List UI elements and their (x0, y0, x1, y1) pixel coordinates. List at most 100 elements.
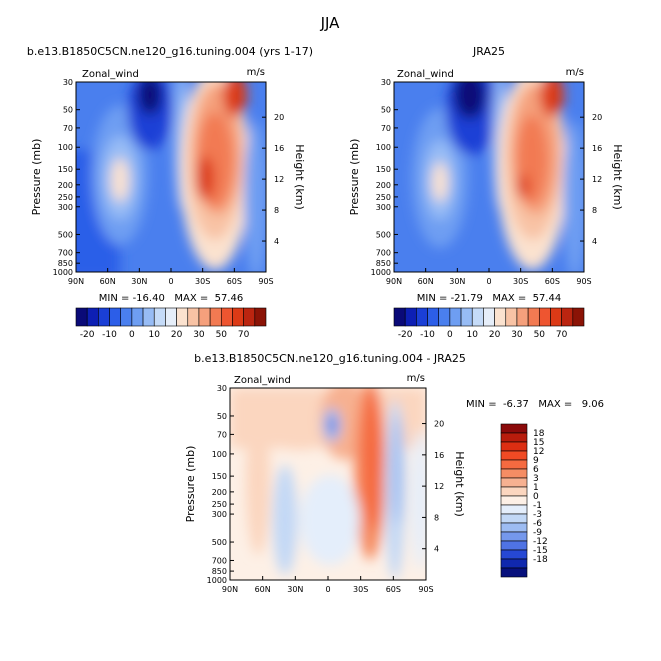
colorbar-swatch (572, 307, 585, 327)
x-tick-label: 0 (486, 277, 491, 286)
y-tick-label: 1000 (371, 268, 391, 277)
colorbar-swatch (483, 307, 495, 327)
colorbar-swatch (176, 307, 189, 327)
x-tick-label: 30S (353, 585, 368, 594)
colorbar-swatch (500, 522, 528, 533)
colorbar-label: 1 (533, 483, 539, 493)
colorbar-swatch (500, 486, 528, 497)
colorbar: -20 -10 0 10 20 30 50 70 (393, 307, 585, 340)
colorbar-swatch (165, 307, 177, 327)
colorbar-swatch (516, 307, 529, 327)
y-tick-label: 70 (217, 430, 227, 439)
x-tick-label: 60S (386, 585, 401, 594)
colorbar-label: -15 (533, 546, 548, 556)
colorbar-swatch (449, 307, 462, 327)
variable-label: Zonal_wind (82, 69, 139, 80)
y-tick-label: 30 (217, 384, 227, 393)
colorbar-label: 20 (489, 330, 501, 340)
y-tick-label: 700 (376, 249, 391, 258)
y-axis-title-right: Height (km) (453, 451, 466, 517)
colorbar-swatch (109, 307, 122, 327)
panel-title: b.e13.B1850C5CN.ne120_g16.tuning.004 (yr… (27, 45, 313, 58)
x-tick-label: 60N (418, 277, 434, 286)
y-axis-title-right: Height (km) (611, 144, 624, 210)
colorbar-swatch (120, 307, 133, 327)
colorbar-swatch (404, 307, 417, 327)
colorbar-swatch (494, 307, 507, 327)
colorbar-label: -10 (420, 330, 435, 340)
colorbar-swatch (500, 540, 528, 551)
y-tick-label: 150 (58, 165, 73, 174)
colorbar-label: -18 (533, 555, 548, 565)
colorbar-swatch (471, 307, 484, 327)
y-tick-label: 30 (381, 78, 391, 87)
colorbar-swatch (500, 495, 528, 506)
colorbar-label: 10 (149, 330, 161, 340)
x-tick-label: 0 (168, 277, 173, 286)
colorbar-swatch (393, 307, 406, 327)
colorbar-swatch (142, 307, 155, 327)
y-right-tick-label: 8 (592, 206, 597, 215)
colorbar-swatch (505, 307, 518, 327)
x-tick-label: 60S (545, 277, 560, 286)
y-tick-label: 500 (376, 230, 391, 239)
colorbar-swatch (561, 307, 574, 327)
x-tick-label: 90S (576, 277, 591, 286)
x-tick-label: 0 (325, 585, 330, 594)
y-tick-label: 70 (381, 124, 391, 133)
colorbar-label: 70 (556, 330, 568, 340)
colorbar-swatch (131, 307, 144, 327)
colorbar-swatch (500, 504, 528, 515)
colorbar-label: -9 (533, 528, 542, 538)
panel-reanalysis: JRA25 Zonal_wind m/s 90N 60N 30N 0 30S (348, 45, 624, 340)
x-tick-label: 30S (513, 277, 528, 286)
y-tick-label: 30 (63, 78, 73, 87)
colorbar-label: 20 (171, 330, 183, 340)
min-max-stats: MIN = -16.40 MAX = 57.46 (99, 293, 243, 304)
y-tick-label: 250 (376, 193, 391, 202)
colorbar-swatch (232, 307, 244, 327)
y-tick-label: 1000 (207, 576, 227, 585)
colorbar-label: 3 (533, 474, 539, 484)
y-right-tick-label: 4 (274, 237, 279, 246)
y-tick-label: 250 (58, 193, 73, 202)
min-max-stats: MIN = -21.79 MAX = 57.44 (417, 293, 561, 304)
x-tick-label: 30N (449, 277, 465, 286)
y-tick-label: 700 (58, 249, 73, 258)
y-tick-label: 850 (212, 567, 227, 576)
x-tick-label: 90N (222, 585, 238, 594)
y-right-tick-label: 8 (274, 206, 279, 215)
x-tick-label: 90N (68, 277, 84, 286)
y-right-tick-label: 12 (274, 175, 284, 184)
x-tick-label: 60S (227, 277, 242, 286)
colorbar-label: -3 (533, 510, 542, 520)
y-tick-label: 200 (212, 488, 227, 497)
colorbar-swatch (460, 307, 473, 327)
y-tick-label: 250 (212, 500, 227, 509)
y-right-tick-label: 20 (274, 113, 284, 122)
figure-title: JJA (320, 14, 341, 32)
y-tick-label: 850 (376, 259, 391, 268)
colorbar-swatch (500, 468, 528, 479)
colorbar-label: 9 (533, 456, 539, 466)
contour-field (394, 82, 584, 272)
colorbar-label: 12 (533, 447, 544, 457)
colorbar-label: -20 (398, 330, 413, 340)
units-label: m/s (407, 373, 425, 384)
x-tick-label: 60N (255, 585, 271, 594)
colorbar-swatch (500, 513, 528, 524)
panel-model: b.e13.B1850C5CN.ne120_g16.tuning.004 (yr… (27, 45, 313, 340)
x-tick-label: 90S (418, 585, 433, 594)
colorbar-swatch (243, 307, 256, 327)
colorbar-swatch (500, 423, 528, 434)
colorbar-swatch (416, 307, 428, 327)
colorbar-label: -12 (533, 537, 548, 547)
y-right-tick-label: 4 (592, 237, 597, 246)
colorbar-swatch (153, 307, 166, 327)
colorbar-label: 30 (193, 330, 205, 340)
colorbar-swatch (86, 307, 99, 327)
y-tick-label: 300 (376, 203, 391, 212)
colorbar-swatch (187, 307, 200, 327)
y-tick-label: 150 (212, 472, 227, 481)
